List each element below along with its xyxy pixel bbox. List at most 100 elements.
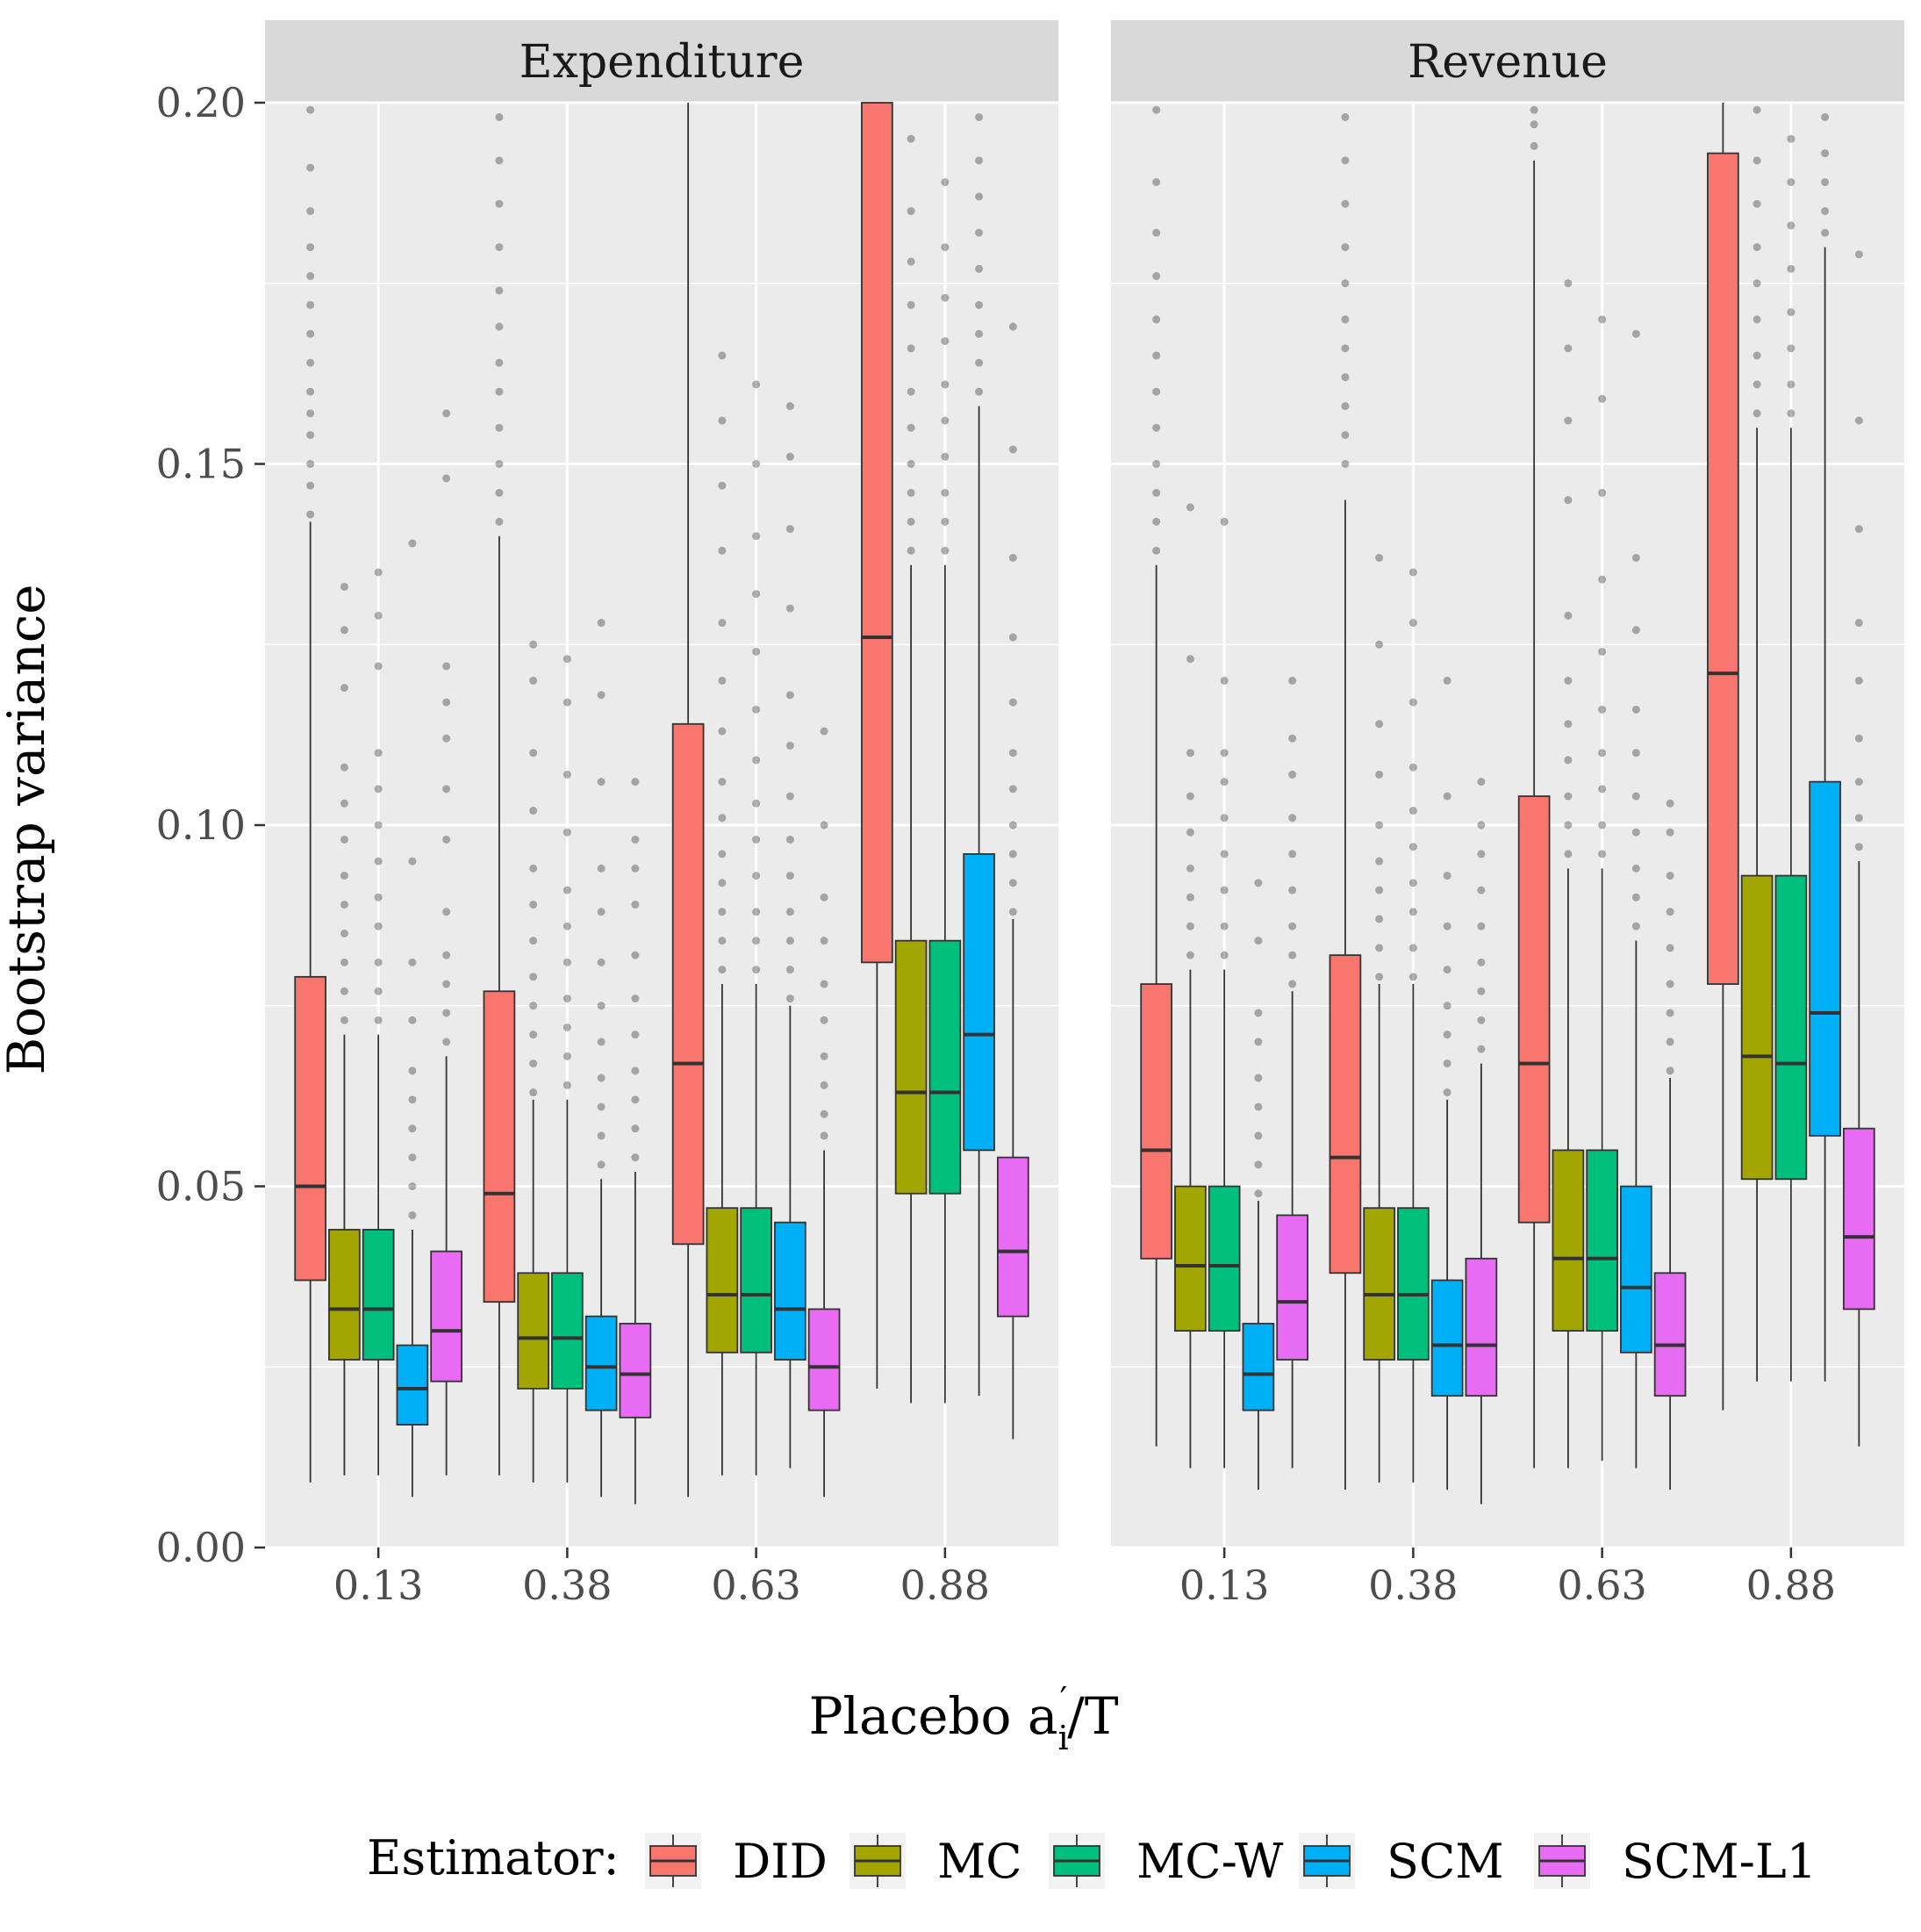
- outlier-point: [1631, 553, 1640, 562]
- outlier-point: [752, 705, 761, 714]
- outlier-point: [907, 546, 915, 555]
- outlier-point: [306, 409, 315, 418]
- outlier-point: [631, 1031, 640, 1039]
- outlier-point: [941, 243, 950, 252]
- outlier-point: [1666, 1038, 1674, 1046]
- outlier-point: [340, 763, 348, 772]
- outlier-point: [820, 1016, 828, 1024]
- box-group-0.88: [861, 102, 1029, 1440]
- outlier-point: [563, 922, 571, 930]
- outlier-point: [1666, 828, 1674, 837]
- outlier-point: [1186, 864, 1194, 873]
- outlier-point: [1186, 922, 1194, 930]
- box-body: [997, 1156, 1029, 1318]
- outlier-point: [1186, 655, 1194, 664]
- outlier-point: [718, 908, 727, 916]
- outlier-point: [1220, 850, 1229, 858]
- x-tick-label: 0.38: [1368, 1562, 1458, 1609]
- outlier-point: [1598, 575, 1607, 584]
- outlier-point: [495, 358, 504, 367]
- box-group-0.63: [1517, 105, 1687, 1490]
- outlier-point: [752, 835, 761, 844]
- outlier-point: [1408, 807, 1417, 815]
- outlier-point: [1631, 329, 1640, 338]
- outlier-point: [1408, 973, 1417, 981]
- outlier-point: [1530, 120, 1538, 129]
- box-scm-l1: [807, 727, 841, 1497]
- outlier-point: [718, 416, 727, 425]
- outlier-point: [1564, 611, 1573, 620]
- outlier-point: [306, 329, 315, 338]
- x-tick-label: 0.13: [1179, 1562, 1269, 1609]
- outlier-point: [907, 134, 915, 143]
- outlier-point: [495, 199, 504, 208]
- outlier-point: [340, 958, 348, 966]
- outlier-point: [907, 423, 915, 432]
- outlier-point: [563, 655, 571, 664]
- box-scm-l1: [430, 409, 462, 1476]
- outlier-point: [1564, 720, 1573, 729]
- outlier-point: [907, 488, 915, 497]
- box-did: [861, 102, 893, 1389]
- outlier-point: [631, 901, 640, 909]
- legend-label: MC: [937, 1834, 1022, 1889]
- outlier-point: [1477, 778, 1486, 786]
- box-body: [1276, 1214, 1308, 1361]
- outlier-point: [1341, 344, 1350, 353]
- outlier-point: [374, 987, 383, 995]
- outlier-point: [941, 452, 950, 461]
- outlier-point: [1477, 1045, 1486, 1053]
- outlier-point: [975, 387, 984, 396]
- outlier-point: [820, 727, 828, 736]
- outlier-point: [752, 937, 761, 945]
- outlier-point: [1220, 951, 1229, 959]
- outlier-point: [1753, 156, 1761, 165]
- outlier-point: [1288, 980, 1297, 988]
- outlier-point: [631, 864, 640, 873]
- outlier-point: [1631, 749, 1640, 758]
- box-did: [1140, 105, 1172, 1447]
- outlier-point: [1598, 488, 1607, 497]
- outlier-point: [408, 857, 417, 865]
- outlier-point: [941, 178, 950, 187]
- outlier-point: [1220, 778, 1229, 786]
- outlier-point: [442, 409, 451, 418]
- outlier-point: [1787, 344, 1796, 353]
- outlier-point: [941, 416, 950, 425]
- x-axis-title: Placebo ai′/T: [808, 1680, 1118, 1757]
- outlier-point: [1152, 272, 1161, 281]
- outlier-point: [1564, 279, 1573, 288]
- outlier-point: [1254, 1131, 1263, 1140]
- y-tick-label: 0.20: [156, 79, 246, 126]
- outlier-point: [907, 300, 915, 309]
- box-mc-w: [551, 655, 584, 1483]
- panel-strip: [265, 20, 1058, 103]
- x-tick-label: 0.88: [900, 1562, 990, 1609]
- box-scm: [584, 619, 618, 1497]
- box-body: [483, 990, 516, 1304]
- outlier-point: [1254, 937, 1263, 945]
- outlier-point: [1288, 886, 1297, 894]
- outlier-point: [1443, 1002, 1452, 1010]
- box-did: [671, 103, 705, 1497]
- outlier-point: [752, 590, 761, 599]
- outlier-point: [374, 821, 383, 830]
- box-body: [551, 1272, 584, 1390]
- outlier-point: [1152, 387, 1161, 396]
- box-did: [1707, 103, 1739, 1411]
- box-body: [1329, 954, 1362, 1275]
- outlier-point: [1753, 315, 1761, 324]
- outlier-point: [1598, 647, 1607, 656]
- x-axis-title-tail: /T: [1067, 1686, 1119, 1746]
- outlier-point: [442, 1009, 451, 1017]
- outlier-point: [442, 698, 451, 707]
- outlier-point: [1477, 958, 1486, 966]
- outlier-point: [1443, 922, 1452, 930]
- box-scm-l1: [1276, 676, 1308, 1469]
- outlier-point: [1477, 1016, 1486, 1024]
- panel-strip: [1111, 20, 1904, 103]
- outlier-point: [820, 893, 828, 901]
- y-tick-label: 0.15: [156, 441, 246, 488]
- outlier-point: [1598, 315, 1607, 324]
